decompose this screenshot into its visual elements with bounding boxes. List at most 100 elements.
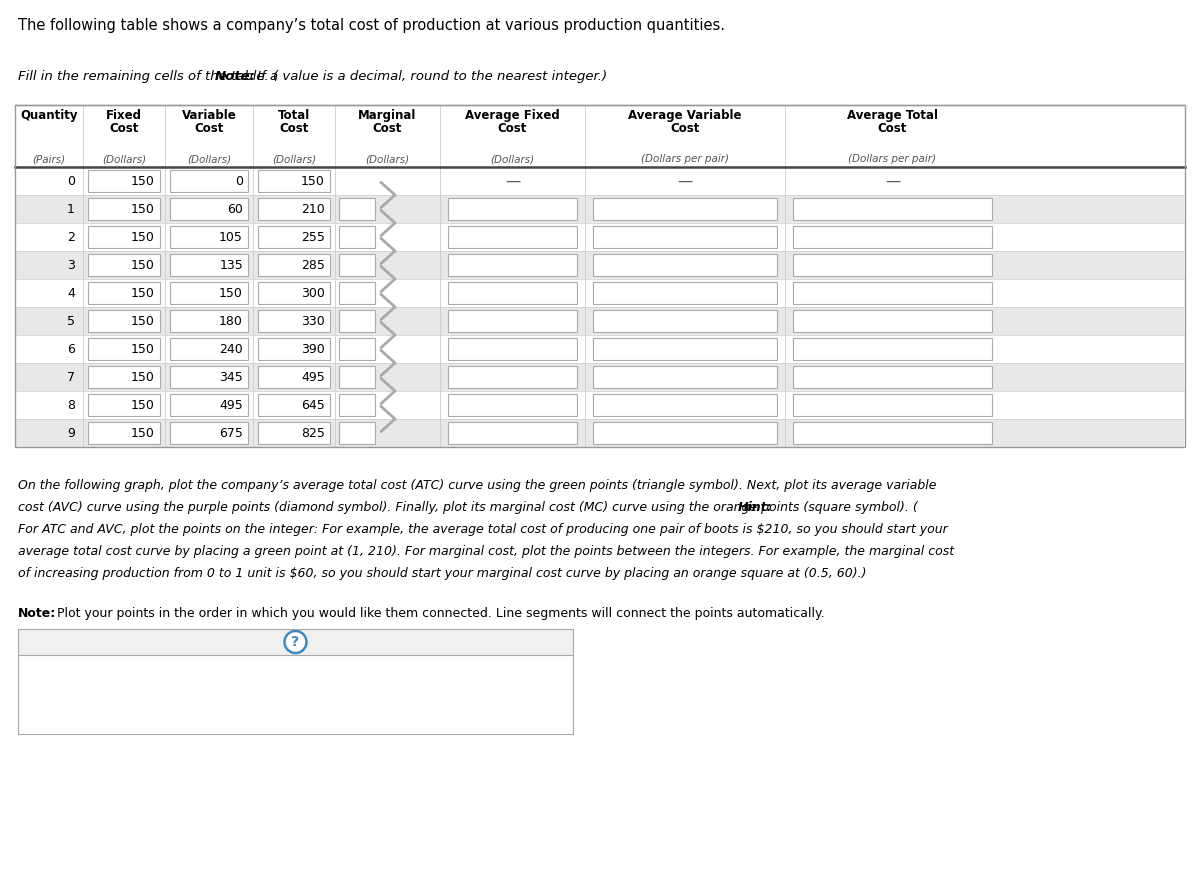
Text: (Dollars): (Dollars) — [187, 154, 232, 164]
Bar — [170, 282, 248, 304]
Bar — [258, 394, 330, 416]
Text: 5: 5 — [67, 314, 74, 327]
Text: 150: 150 — [131, 427, 155, 439]
Text: 150: 150 — [131, 314, 155, 327]
Text: Cost: Cost — [280, 122, 308, 135]
Text: 150: 150 — [131, 259, 155, 272]
Bar — [593, 226, 778, 248]
Text: 645: 645 — [301, 399, 325, 412]
Bar — [170, 338, 248, 360]
Bar — [593, 310, 778, 332]
Text: (Dollars): (Dollars) — [366, 154, 409, 164]
Bar — [16, 391, 1184, 419]
Bar — [448, 198, 577, 220]
Bar — [88, 282, 160, 304]
Bar — [16, 335, 1184, 363]
Bar — [170, 170, 248, 192]
Bar — [593, 422, 778, 444]
Text: 3: 3 — [67, 259, 74, 272]
Bar — [170, 254, 248, 276]
Bar — [88, 254, 160, 276]
Text: 300: 300 — [301, 287, 325, 299]
Bar — [14, 105, 1186, 167]
Bar — [448, 282, 577, 304]
Text: Quantity: Quantity — [20, 109, 78, 122]
Text: (Dollars per pair): (Dollars per pair) — [848, 154, 936, 164]
Bar — [258, 226, 330, 248]
Bar — [340, 254, 374, 276]
Bar — [448, 394, 577, 416]
Bar — [18, 629, 574, 655]
Bar — [258, 170, 330, 192]
Text: 345: 345 — [220, 370, 242, 384]
Bar — [170, 226, 248, 248]
Text: Cost: Cost — [498, 122, 527, 135]
Text: 150: 150 — [301, 174, 325, 187]
Bar — [88, 366, 160, 388]
Bar — [258, 198, 330, 220]
Bar — [793, 338, 992, 360]
Text: 6: 6 — [67, 342, 74, 356]
Text: (Pairs): (Pairs) — [32, 154, 66, 164]
Text: Marginal: Marginal — [359, 109, 416, 122]
Text: 1: 1 — [67, 202, 74, 216]
Text: 150: 150 — [131, 231, 155, 244]
Bar — [793, 366, 992, 388]
Text: 150: 150 — [220, 287, 242, 299]
Text: Average Fixed: Average Fixed — [466, 109, 560, 122]
Bar — [593, 394, 778, 416]
Bar — [258, 422, 330, 444]
Text: Average Variable: Average Variable — [629, 109, 742, 122]
Text: Note:: Note: — [215, 70, 256, 83]
Text: (Dollars): (Dollars) — [102, 154, 146, 164]
Text: Cost: Cost — [109, 122, 139, 135]
Text: 240: 240 — [220, 342, 242, 356]
Bar — [88, 338, 160, 360]
Bar — [88, 226, 160, 248]
Text: 105: 105 — [220, 231, 242, 244]
Text: Cost: Cost — [373, 122, 402, 135]
Bar — [88, 170, 160, 192]
Bar — [448, 338, 577, 360]
Bar — [18, 655, 574, 734]
Text: 150: 150 — [131, 342, 155, 356]
Bar — [593, 282, 778, 304]
Bar — [448, 366, 577, 388]
Text: If a value is a decimal, round to the nearest integer.): If a value is a decimal, round to the ne… — [253, 70, 607, 83]
Bar — [16, 195, 1184, 223]
Bar — [793, 422, 992, 444]
Bar — [16, 307, 1184, 335]
Bar — [88, 198, 160, 220]
Text: Note:: Note: — [18, 607, 56, 620]
Bar — [170, 310, 248, 332]
Bar — [340, 394, 374, 416]
Bar — [593, 366, 778, 388]
Bar — [170, 422, 248, 444]
Bar — [340, 226, 374, 248]
Bar — [16, 279, 1184, 307]
Bar — [258, 254, 330, 276]
Bar — [793, 310, 992, 332]
Bar — [88, 422, 160, 444]
Text: 495: 495 — [301, 370, 325, 384]
Text: Fixed: Fixed — [106, 109, 142, 122]
Text: The following table shows a company’s total cost of production at various produc: The following table shows a company’s to… — [18, 18, 725, 33]
Bar — [258, 338, 330, 360]
Text: Total: Total — [278, 109, 310, 122]
Text: 150: 150 — [131, 370, 155, 384]
Text: 9: 9 — [67, 427, 74, 439]
Bar — [448, 226, 577, 248]
Text: 285: 285 — [301, 259, 325, 272]
Text: 150: 150 — [131, 399, 155, 412]
Bar — [793, 254, 992, 276]
Bar — [793, 198, 992, 220]
Bar — [170, 394, 248, 416]
Text: 180: 180 — [220, 314, 242, 327]
Bar — [170, 198, 248, 220]
Bar — [448, 310, 577, 332]
Text: For ATC and AVC, plot the points on the integer: For example, the average total : For ATC and AVC, plot the points on the … — [18, 523, 948, 536]
Text: Cost: Cost — [671, 122, 700, 135]
Text: 495: 495 — [220, 399, 242, 412]
Text: 0: 0 — [67, 174, 74, 187]
Text: Fill in the remaining cells of the table. (: Fill in the remaining cells of the table… — [18, 70, 278, 83]
